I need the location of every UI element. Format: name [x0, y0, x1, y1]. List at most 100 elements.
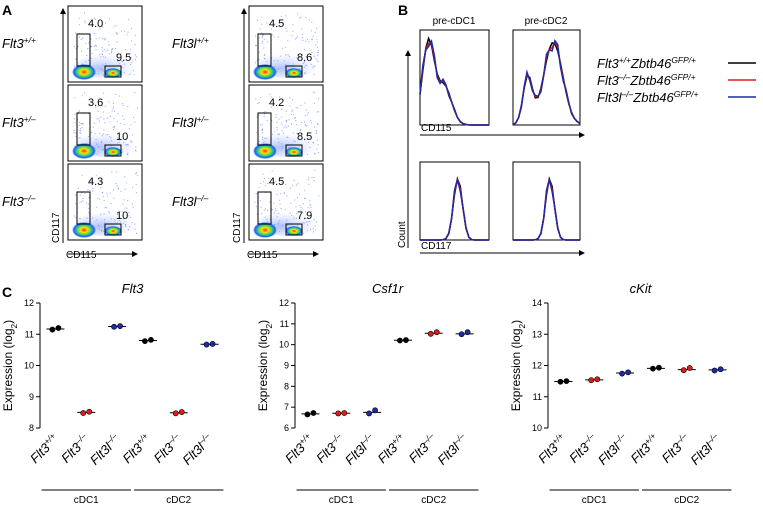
flow-event [281, 130, 283, 132]
flow-event [308, 177, 310, 179]
flow-event [281, 108, 283, 110]
flow-event [97, 110, 99, 112]
flow-event [124, 30, 126, 32]
genotype-base: Flt3 [2, 115, 24, 130]
data-point [310, 410, 317, 416]
flow-event [297, 13, 299, 15]
flow-event [277, 25, 279, 28]
flow-event [106, 117, 108, 119]
flow-event [130, 49, 132, 51]
category-label: Flt3+/+ [534, 431, 569, 466]
flow-event [77, 45, 79, 48]
flow-event [79, 201, 81, 203]
flow-event [91, 45, 93, 47]
flow-event [300, 129, 302, 131]
flow-event [317, 52, 319, 54]
category-label: Flt3l–/– [179, 431, 216, 468]
flow-event [261, 42, 263, 44]
flow-event [263, 47, 265, 49]
flow-event [310, 215, 312, 217]
flow-event [311, 51, 313, 54]
flow-event [283, 127, 285, 129]
y-tick-label: 11 [25, 329, 34, 339]
flow-event [81, 174, 83, 176]
flow-plot: 4.5 7.9 [248, 163, 324, 241]
flow-event [287, 40, 289, 42]
flow-event [304, 189, 306, 191]
data-point [366, 410, 372, 417]
flow-event [277, 36, 280, 38]
flow-event [79, 129, 81, 132]
genotype-superscript: –/– [618, 72, 631, 82]
flow-event [121, 103, 124, 105]
flow-event [304, 211, 307, 213]
flow-event [87, 48, 89, 50]
flow-event [314, 31, 316, 34]
flow-event [122, 203, 124, 205]
flow-event [93, 17, 95, 19]
flow-event [285, 46, 287, 48]
category-label: Flt3l–/– [341, 431, 378, 468]
reporter-base: Zbtb46 [629, 73, 671, 88]
group-label: cDC2 [166, 495, 191, 506]
flow-event [314, 92, 316, 94]
flow-event [308, 41, 310, 43]
flow-event [122, 211, 124, 213]
gate-upper-value: 4.5 [269, 176, 284, 188]
flow-event [281, 124, 283, 126]
flow-event [113, 189, 115, 191]
flow-event [291, 110, 293, 112]
flow-event [316, 148, 318, 150]
gate-upper-value: 3.6 [88, 97, 103, 109]
histogram-trace [419, 39, 489, 126]
reporter-superscript: GFP/+ [671, 72, 696, 82]
flow-event [111, 110, 113, 112]
flow-event [259, 37, 261, 39]
y-axis-label-part: Expression (log [256, 328, 270, 411]
flow-event [113, 26, 115, 28]
flow-event [310, 119, 312, 121]
flow-event [279, 193, 281, 195]
flow-event [290, 123, 292, 125]
gate-lower-value: 10 [116, 131, 128, 143]
flow-event [135, 192, 137, 194]
category-label: Flt3+/+ [119, 431, 154, 466]
flow-event [255, 193, 257, 195]
y-tick-label: 6 [284, 423, 289, 433]
y-tick-label: 7 [284, 402, 289, 412]
category-label: Flt3–/– [150, 431, 185, 466]
flow-event [315, 131, 317, 133]
histogram-trace [512, 39, 581, 126]
category-label: Flt3+/+ [374, 431, 409, 466]
flow-event [102, 26, 104, 28]
flow-event [264, 185, 266, 187]
data-point [117, 323, 123, 330]
flow-density-core [253, 143, 277, 159]
flow-event [108, 18, 111, 20]
data-point [557, 378, 564, 385]
flow-x-arrow-head [132, 251, 138, 257]
flow-event [96, 206, 98, 208]
flow-event [274, 208, 277, 210]
flow-event [116, 121, 118, 123]
y-axis-label-part: 2 [9, 323, 19, 328]
flow-event [259, 200, 261, 202]
flow-event [294, 38, 296, 40]
flow-event [261, 16, 263, 18]
gate-upper-value: 4.3 [88, 176, 103, 188]
flow-event [314, 153, 316, 155]
flow-event [107, 41, 109, 43]
gate-upper [76, 112, 91, 146]
category-label: Flt3l–/– [86, 431, 123, 468]
flow-event [309, 199, 311, 201]
flow-event [79, 121, 81, 123]
flow-event [75, 132, 77, 134]
flow-event [304, 124, 306, 126]
flow-event [273, 202, 275, 204]
flow-event [300, 207, 302, 209]
flow-y-arrow-head [60, 8, 66, 14]
flow-event [117, 187, 119, 189]
flow-event [75, 32, 77, 34]
genotype-base: Flt3l [597, 90, 623, 105]
flow-event [255, 98, 257, 100]
